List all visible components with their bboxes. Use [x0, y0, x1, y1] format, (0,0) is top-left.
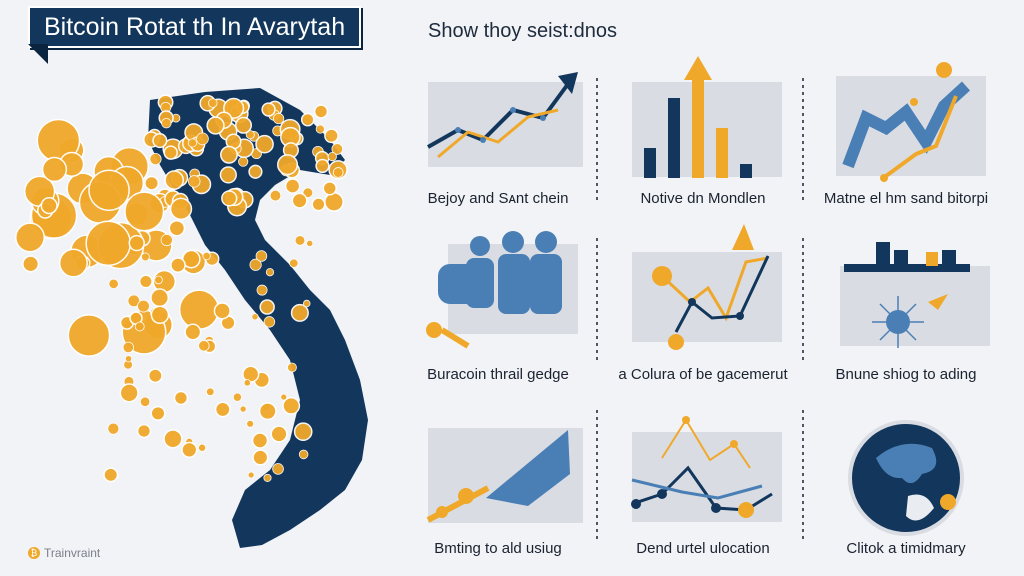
network-path-icon [631, 416, 782, 522]
caption-panel-9: Clitok a timidmary [846, 540, 966, 557]
caption-panel-8: Dend urtel ulocation [636, 540, 770, 557]
brand-logo-text: Trainvraint [44, 546, 101, 560]
title-banner: Bitcoin Rotat th In Avarytah [28, 6, 362, 48]
page-subtitle: Show thoy seist:dnos [428, 20, 617, 42]
caption-panel-1: Bejoy and Sᴀnt chein [427, 190, 569, 207]
bar-growth-icon [632, 56, 782, 178]
panel-dividers [596, 78, 804, 540]
people-group-icon [426, 231, 578, 349]
country-map [148, 88, 368, 548]
globe-icon [848, 420, 964, 536]
banner-fold-icon [28, 44, 48, 64]
chain-rise-icon [426, 428, 583, 523]
page-title: Bitcoin Rotat th In Avarytah [44, 13, 346, 41]
brand-logo: ₿ Trainvraint [28, 546, 100, 560]
caption-panel-6: Bnune shiog to ading [835, 366, 977, 383]
caption-panel-3: Matne el hm sand bitorpi [823, 190, 989, 207]
rising-chart-icon [836, 62, 986, 182]
caption-panel-4: Buracoin thrail gedge [427, 366, 569, 383]
city-sunburst-icon [840, 242, 990, 348]
market-line-icon [632, 224, 782, 350]
caption-panel-7: Bmting to ald usiug [434, 540, 562, 557]
trend-line-chart-icon [427, 72, 583, 167]
bitcoin-coin-cluster [15, 94, 348, 483]
caption-panel-2: Notive dn Mondlen [640, 190, 766, 207]
caption-panel-5: a Colura of be gacemerut [618, 366, 788, 383]
bitcoin-icon: ₿ [28, 547, 40, 559]
